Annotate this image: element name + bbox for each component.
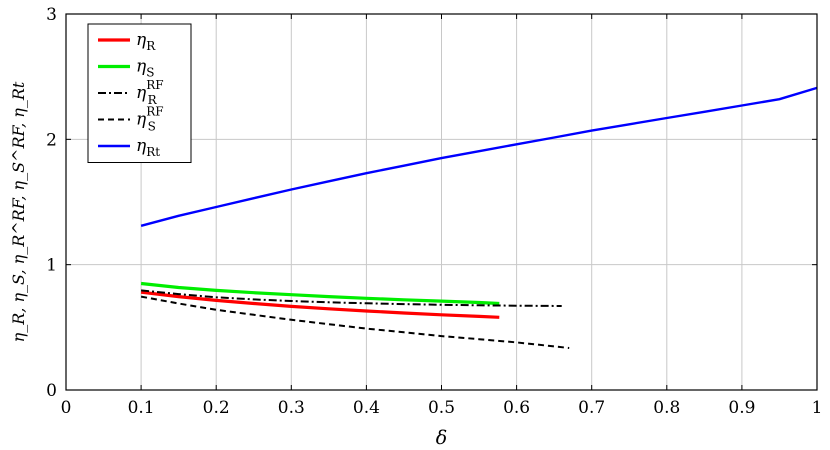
legend-label-4: ηRF S — [136, 105, 164, 134]
legend-subscript: R — [148, 93, 158, 107]
x-tick-label: 1 — [812, 398, 823, 418]
x-tick-label: 0.5 — [428, 398, 455, 418]
y-tick-label: 3 — [46, 5, 57, 25]
series-line-2 — [140, 281, 500, 306]
series-line-1 — [140, 290, 500, 319]
y-axis-label: η_R, η_S, η_R^RF, η_S^RF, η_Rt — [9, 81, 28, 342]
legend-symbol: η — [136, 136, 147, 156]
series-layer — [140, 86, 818, 349]
legend-label-5: ηRt — [136, 136, 160, 159]
x-tick-label: 0.9 — [728, 398, 755, 418]
y-tick-label: 2 — [46, 130, 57, 150]
legend-subscript: R — [146, 39, 156, 53]
x-tick-label: 0 — [61, 398, 72, 418]
legend-superscript: RF — [146, 78, 163, 92]
x-tick-label: 0.3 — [278, 398, 305, 418]
x-tick-label: 0.6 — [503, 398, 530, 418]
legend-symbol: η — [136, 30, 147, 50]
legend-symbol: η — [136, 110, 147, 130]
legend-superscript: RF — [146, 105, 163, 119]
legend-subscript: Rt — [146, 145, 160, 159]
x-axis-label: δ — [436, 427, 447, 449]
legend-subscript: S — [148, 120, 156, 134]
series-line-5 — [140, 86, 818, 227]
legend-label-3: ηRF R — [136, 78, 164, 107]
x-tick-label: 0.8 — [653, 398, 680, 418]
x-tick-label: 0.4 — [353, 398, 380, 418]
x-tick-label: 0.2 — [203, 398, 230, 418]
series-line-3 — [141, 289, 562, 307]
y-tick-label: 0 — [46, 381, 57, 401]
legend-subscript: S — [146, 66, 154, 80]
ticks: 0 0.1 0.2 0.3 0.4 0.5 0.6 0.7 0.8 0.9 1 0 1 2 3 — [46, 5, 822, 418]
x-tick-label: 0.1 — [128, 398, 155, 418]
legend-symbol: η — [136, 83, 147, 103]
x-tick-label: 0.7 — [578, 398, 605, 418]
legend-label-1: ηR — [136, 30, 156, 53]
legend-label-2: ηS — [136, 57, 154, 80]
series-line-4 — [140, 295, 570, 349]
y-tick-label: 1 — [46, 256, 57, 276]
legend-symbol: η — [136, 57, 147, 77]
